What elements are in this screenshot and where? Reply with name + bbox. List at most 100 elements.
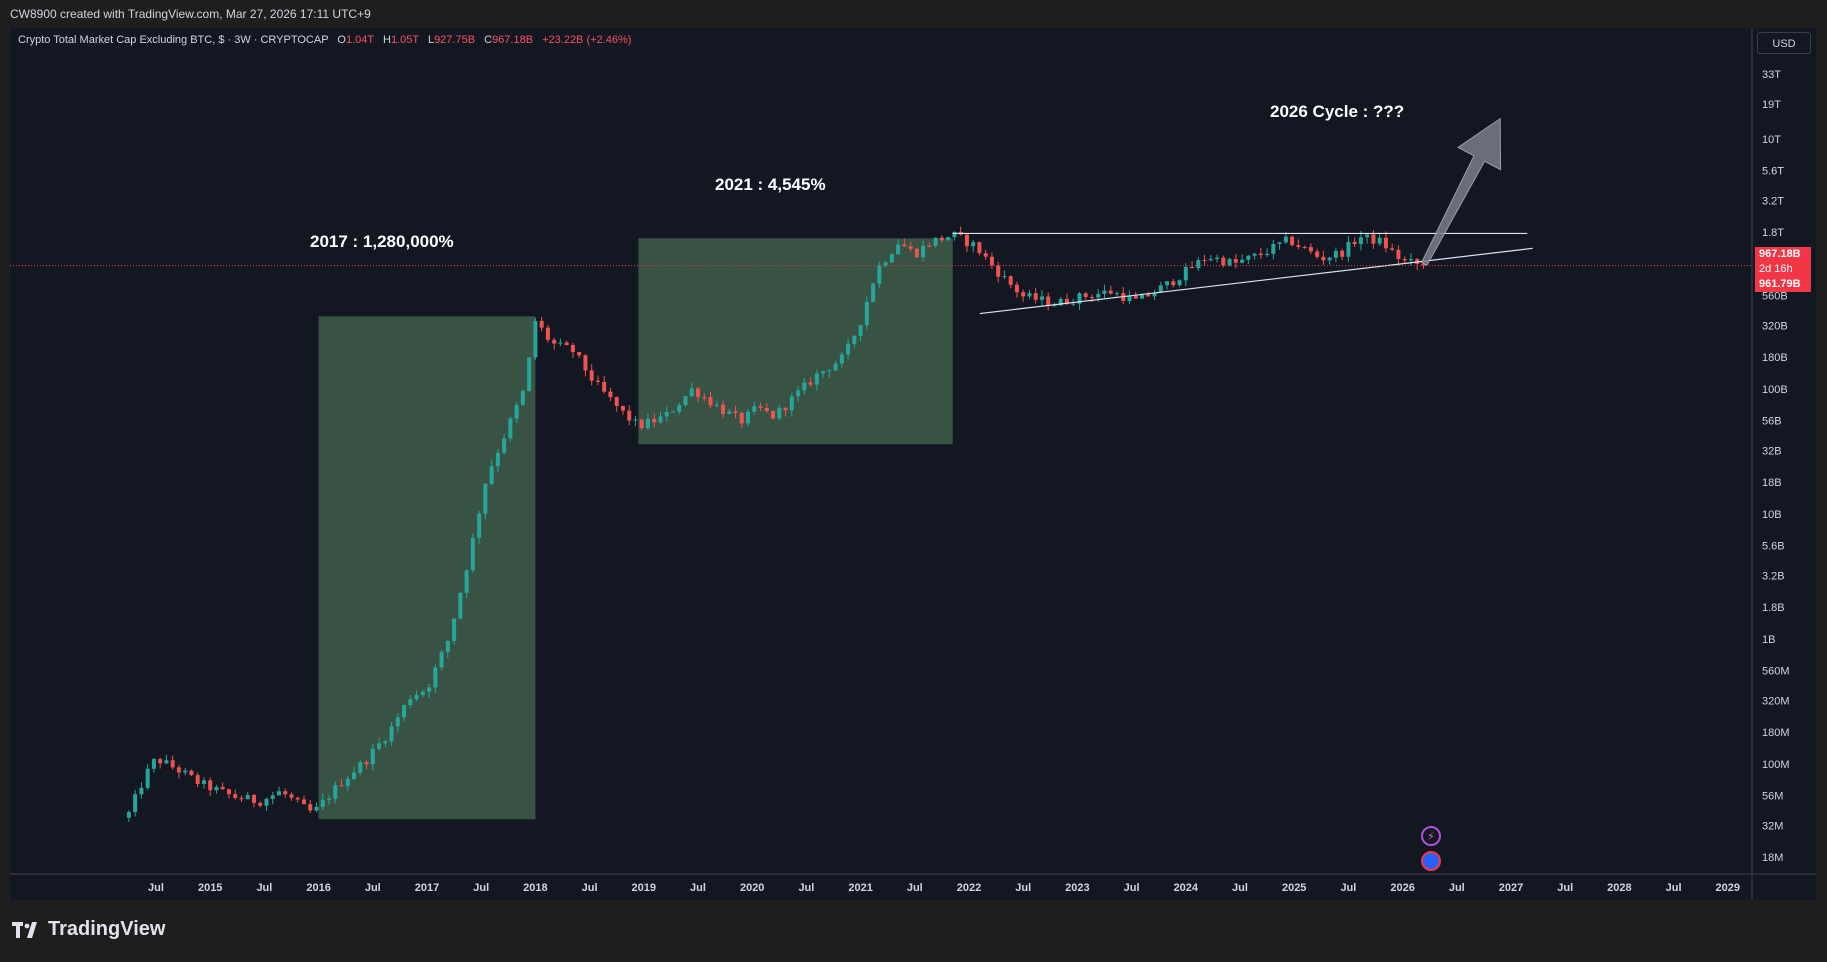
time-tick-label: Jul (798, 882, 814, 894)
highlight-boxes (318, 238, 953, 820)
candle-body (251, 794, 256, 803)
candle-body (1027, 293, 1032, 297)
candle-body (1071, 303, 1076, 305)
candle-body (302, 799, 307, 805)
trend-lines[interactable] (952, 117, 1533, 315)
price-tick-label: 320M (1762, 696, 1790, 708)
candle-body (570, 345, 575, 352)
symbol-name: Crypto Total Market Cap Excluding BTC, $… (18, 34, 329, 46)
candle-body (1171, 281, 1176, 286)
candle-body (395, 717, 400, 727)
time-tick-label: Jul (1232, 882, 1248, 894)
candle-body (733, 411, 738, 413)
candle-body (558, 342, 563, 344)
chart-panel[interactable] (10, 28, 1816, 900)
candle-body (1290, 236, 1295, 246)
tradingview-logo-icon (12, 921, 37, 938)
symbol-legend[interactable]: Crypto Total Market Cap Excluding BTC, $… (18, 34, 631, 46)
candle-body (1165, 281, 1170, 286)
candle-body (433, 667, 438, 688)
candle-body (877, 265, 882, 284)
candle-body (1152, 292, 1157, 297)
time-tick-label: 2029 (1716, 882, 1740, 894)
candle-body (1190, 266, 1195, 268)
time-tick-label: Jul (256, 882, 272, 894)
candle-body (1246, 255, 1251, 260)
price-tick-label: 320B (1762, 321, 1788, 333)
candle-body (233, 794, 238, 798)
time-tick-label: 2017 (415, 882, 439, 894)
candle-body (283, 791, 288, 795)
highlight-box (318, 316, 536, 820)
high-label: H (382, 34, 391, 46)
price-chart[interactable]: 33T19T10T5.6T3.2T1.8T1T560B320B180B100B5… (10, 28, 1816, 900)
candle-body (1064, 298, 1069, 305)
candle-body (1371, 234, 1376, 244)
candle-body (852, 335, 857, 344)
candle-body (577, 351, 582, 356)
close-value: 967.18B (492, 34, 534, 46)
candle-body (370, 748, 375, 765)
candle-body (270, 795, 275, 799)
time-tick-label: Jul (148, 882, 164, 894)
candle-body (1021, 292, 1026, 297)
candle-body (964, 234, 969, 247)
candle-body (902, 244, 907, 247)
candle-body (1014, 284, 1019, 293)
candle-body (345, 778, 350, 787)
tradingview-logo[interactable]: TradingView (12, 918, 165, 941)
us-flag-event-icon[interactable] (1421, 851, 1441, 871)
price-tick-label: 180M (1762, 727, 1790, 739)
annotation-2017[interactable]: 2017 : 1,280,000% (310, 232, 454, 251)
candle-body (452, 618, 457, 641)
candle-body (1058, 298, 1063, 306)
candle-body (139, 787, 144, 795)
second-price-badge: 961.79B (1755, 277, 1811, 292)
candle-body (702, 397, 707, 399)
change-value: +23.22B (+2.46%) (542, 34, 632, 46)
price-tick-label: 1.8T (1762, 227, 1784, 239)
candle-body (1402, 258, 1407, 261)
candle-body (1127, 295, 1132, 301)
candle-body (1008, 276, 1013, 285)
price-tick-label: 1.8B (1762, 602, 1785, 614)
open-label: O (337, 34, 346, 46)
candle-body (808, 382, 813, 385)
candle-body (208, 780, 213, 791)
time-tick-label: 2019 (632, 882, 656, 894)
candle-body (864, 301, 869, 326)
lightning-event-icon[interactable]: ⚡ (1421, 826, 1441, 846)
candle-body (1352, 241, 1357, 245)
candle-body (320, 799, 325, 807)
time-tick-label: Jul (1666, 882, 1682, 894)
time-tick-label: Jul (1015, 882, 1031, 894)
candle-body (1233, 259, 1238, 263)
candle-body (952, 231, 957, 238)
axes: 33T19T10T5.6T3.2T1.8T1T560B320B180B100B5… (10, 28, 1816, 900)
candle-body (777, 407, 782, 419)
candle-body (677, 404, 682, 412)
annotation-2021[interactable]: 2021 : 4,545% (715, 175, 826, 194)
candle-body (583, 355, 588, 371)
price-tick-label: 180B (1762, 352, 1788, 364)
candle-body (1108, 290, 1113, 294)
candle-body (1227, 259, 1232, 266)
candle-body (383, 741, 388, 744)
candle-body (1327, 257, 1332, 261)
currency-button[interactable]: USD (1757, 32, 1811, 54)
time-tick-label: Jul (907, 882, 923, 894)
candle-body (1140, 294, 1145, 299)
candle-body (683, 396, 688, 405)
countdown-badge: 2d 16h (1755, 262, 1811, 277)
candle-body (908, 246, 913, 249)
candle-body (914, 248, 919, 258)
candle-body (1271, 243, 1276, 254)
candle-body (470, 537, 475, 571)
candle-body (295, 797, 300, 800)
time-tick-label: Jul (582, 882, 598, 894)
candle-body (1077, 293, 1082, 304)
candle-body (402, 705, 407, 718)
candle-body (983, 253, 988, 257)
annotation-2026[interactable]: 2026 Cycle : ??? (1270, 102, 1405, 121)
candle-body (1408, 259, 1413, 261)
